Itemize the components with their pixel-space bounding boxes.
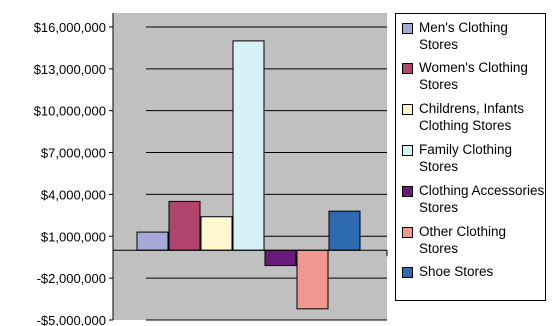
bar <box>200 216 233 251</box>
legend-item: Women's Clothing Stores <box>402 59 547 93</box>
legend-swatch <box>402 186 413 197</box>
bar <box>136 231 169 251</box>
legend: Men's Clothing Stores Women's Clothing St… <box>395 13 546 301</box>
y-tick-label: $1,000,000 <box>41 229 106 244</box>
legend-item: Other Clothing Stores <box>402 223 547 257</box>
y-tick-label: $13,000,000 <box>34 62 106 77</box>
legend-label: Clothing Accessories Stores <box>419 183 545 215</box>
bar <box>232 40 265 251</box>
legend-label: Women's Clothing Stores <box>419 60 528 92</box>
y-axis-ticks: $16,000,000 $13,000,000 $10,000,000 $7,000,… <box>34 20 113 326</box>
legend-swatch <box>402 227 413 238</box>
legend-label: Shoe Stores <box>419 264 494 279</box>
y-tick-label: $7,000,000 <box>41 146 106 161</box>
legend-label: Other Clothing Stores <box>419 224 507 256</box>
legend-item: Clothing Accessories Stores <box>402 182 547 216</box>
y-tick-label: $10,000,000 <box>34 104 106 119</box>
legend-label: Family Clothing Stores <box>419 142 513 174</box>
y-tick-label: $4,000,000 <box>41 187 106 202</box>
bar <box>168 200 201 251</box>
legend-item: Men's Clothing Stores <box>402 19 547 53</box>
bar <box>264 249 297 267</box>
legend-swatch <box>402 23 413 34</box>
legend-item: Childrens, Infants Clothing Stores <box>402 100 547 134</box>
legend-item: Shoe Stores <box>402 263 547 280</box>
bar <box>328 210 361 251</box>
legend-swatch <box>402 145 413 156</box>
bars <box>136 40 361 310</box>
legend-swatch <box>402 104 413 115</box>
legend-swatch <box>402 267 413 278</box>
bar <box>296 249 329 310</box>
gridlines <box>146 26 387 321</box>
legend-label: Childrens, Infants Clothing Stores <box>419 101 525 133</box>
legend-swatch <box>402 63 413 74</box>
y-tick-label: -$2,000,000 <box>37 271 106 286</box>
y-tick-label: -$5,000,000 <box>37 313 106 326</box>
legend-label: Men's Clothing Stores <box>419 20 508 52</box>
legend-item: Family Clothing Stores <box>402 141 547 175</box>
y-tick-label: $16,000,000 <box>34 20 106 35</box>
